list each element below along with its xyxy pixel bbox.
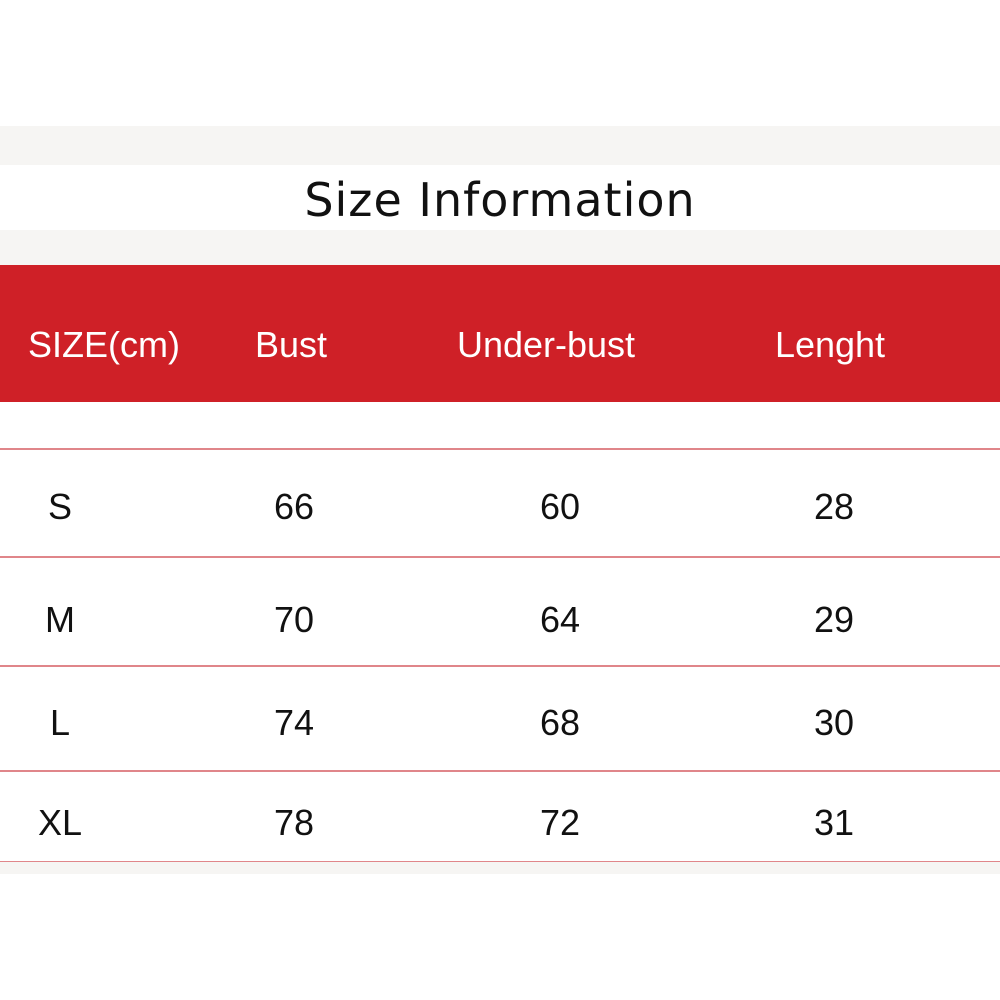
- cell-size: L: [49, 702, 71, 743]
- row-divider: [0, 665, 1000, 667]
- header-bust: Bust: [254, 324, 328, 365]
- header-size: SIZE(cm): [28, 324, 180, 365]
- cell-under-bust: 64: [539, 599, 581, 640]
- cell-size: S: [47, 486, 73, 527]
- cell-size: XL: [37, 802, 83, 843]
- row-divider: [0, 770, 1000, 772]
- cell-under-bust: 60: [539, 486, 581, 527]
- page-title: Size Information: [304, 173, 696, 227]
- cell-size: M: [45, 599, 75, 640]
- header-under-bust: Under-bust: [456, 324, 636, 365]
- row-divider: [0, 448, 1000, 450]
- table-header: SIZE(cm) Bust Under-bust Lenght: [0, 265, 1000, 402]
- cell-length: 31: [813, 802, 855, 843]
- cell-bust: 78: [273, 802, 315, 843]
- cell-length: 30: [813, 702, 855, 743]
- cell-length: 29: [813, 599, 855, 640]
- header-length: Lenght: [774, 324, 886, 365]
- cell-under-bust: 72: [539, 802, 581, 843]
- cell-bust: 66: [273, 486, 315, 527]
- bottom-band: [0, 862, 1000, 874]
- row-divider: [0, 556, 1000, 558]
- cell-under-bust: 68: [539, 702, 581, 743]
- cell-bust: 74: [273, 702, 315, 743]
- top-band: [0, 126, 1000, 165]
- cell-length: 28: [813, 486, 855, 527]
- cell-bust: 70: [273, 599, 315, 640]
- separator-band: [0, 230, 1000, 265]
